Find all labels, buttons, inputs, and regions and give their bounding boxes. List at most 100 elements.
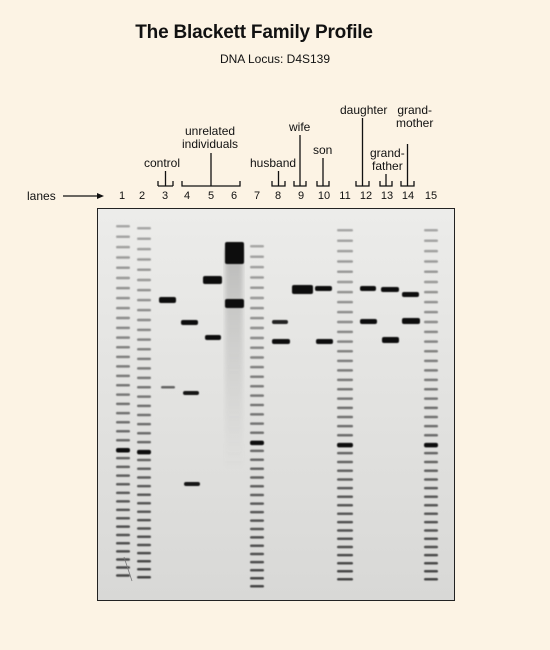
lane11-ladder-band xyxy=(337,478,353,481)
lane7-ladder-band xyxy=(250,296,264,300)
lane2-ladder-band xyxy=(137,467,151,470)
lane2-ladder-band xyxy=(137,576,151,579)
lane11-ladder-band xyxy=(337,330,353,334)
lane15-ladder-band xyxy=(424,520,438,524)
lane2-ladder-band xyxy=(137,268,151,272)
lane15-ladder-band xyxy=(424,478,438,481)
lane9-band xyxy=(292,285,313,294)
lane11-ladder-band xyxy=(337,512,353,515)
lane11-ladder-band xyxy=(337,504,353,507)
bracket-control xyxy=(157,171,174,187)
lane1-ladder-band xyxy=(116,235,130,238)
lane7-ladder-band xyxy=(250,431,264,434)
lane1-ladder-band xyxy=(116,420,130,424)
lane7-ladder-band xyxy=(250,536,264,539)
lane11-ladder-band xyxy=(337,378,353,382)
lane-number-8: 8 xyxy=(274,190,282,202)
label-grandmother-line1: grand- xyxy=(397,103,433,117)
lane11-ladder-band xyxy=(337,529,353,532)
label-unrelated-line1: unrelated xyxy=(185,124,236,138)
lane7-ladder-band xyxy=(250,286,264,290)
lane2-ladder-band xyxy=(137,458,151,462)
lane15-ladder-band xyxy=(424,280,438,284)
lane7-ladder-band xyxy=(250,519,264,522)
lane1-ladder-band xyxy=(116,393,130,396)
lane7-ladder-band xyxy=(250,510,264,514)
lane8-band xyxy=(272,339,290,344)
lane4-band xyxy=(181,320,198,325)
lane7-ladder-band xyxy=(250,552,264,556)
lane2-ladder-band xyxy=(137,431,151,435)
bracket-grandfather xyxy=(379,174,393,187)
bracket-daughter xyxy=(355,118,370,187)
lanes-arrowhead xyxy=(97,193,104,199)
lane1-ladder-band xyxy=(116,336,130,339)
lane15-ladder-band xyxy=(424,504,438,507)
lane1-ladder-band xyxy=(116,346,130,349)
lane7-ladder-band xyxy=(250,568,264,572)
lane10-band xyxy=(316,339,333,344)
lane15-ladder-band xyxy=(424,378,438,382)
lane1-ladder-band xyxy=(116,266,130,270)
lane6-band xyxy=(225,299,244,308)
lane1-ladder-band xyxy=(116,374,130,378)
lane15-ladder-band xyxy=(424,397,438,400)
lane2-ladder-band xyxy=(137,493,151,496)
lane1-ladder-band xyxy=(116,355,130,359)
gel-scratch xyxy=(123,556,133,582)
lane1-ladder-band xyxy=(116,430,130,433)
lane2-ladder-band xyxy=(137,535,151,539)
lane2-ladder-band xyxy=(137,543,151,547)
lane11-ladder-band xyxy=(337,424,353,428)
lane13-band xyxy=(382,337,399,343)
lane15-ladder-band xyxy=(424,320,438,324)
lane15-ladder-band xyxy=(424,310,438,314)
lane2-ladder-band xyxy=(137,510,151,513)
lane11-ladder-band xyxy=(337,545,353,549)
lane15-ladder-band xyxy=(424,545,438,549)
lane-number-14: 14 xyxy=(401,190,415,202)
lane11-ladder-band xyxy=(337,578,353,581)
lane1-ladder-band xyxy=(116,384,130,387)
lane15-ladder-band xyxy=(424,239,438,242)
lane15-ladder-band xyxy=(424,512,438,515)
lane15-ladder-band xyxy=(424,553,438,557)
lane2-ladder-band xyxy=(137,551,151,555)
lane11-ladder-band xyxy=(337,310,353,314)
lane15-ladder-band xyxy=(424,290,438,294)
bracket-son xyxy=(316,158,330,187)
lane15-ladder-band xyxy=(424,229,438,232)
lane2-ladder-band xyxy=(137,237,151,240)
lane11-ladder-band xyxy=(337,537,353,541)
lane1-ladder-band xyxy=(116,491,130,495)
lane1-ladder-band xyxy=(116,508,130,512)
lane7-ladder-band xyxy=(250,585,264,588)
lane7-ladder-band xyxy=(250,326,264,330)
lane1-ladder-band xyxy=(116,439,130,442)
lane7-ladder-band xyxy=(250,365,264,369)
lane7-ladder-band xyxy=(250,502,264,505)
gel-bands xyxy=(98,209,454,600)
lane11-ladder-band xyxy=(337,320,353,324)
lane15-ladder-band xyxy=(424,330,438,334)
lane7-ladder-band xyxy=(250,276,264,279)
lane15-ladder-band xyxy=(424,529,438,532)
lane11-ladder-band xyxy=(337,239,353,242)
lane7-ladder-band xyxy=(250,316,264,320)
lane11-ladder-band xyxy=(337,561,353,565)
lane11-ladder-band xyxy=(337,442,353,448)
lane2-ladder-band xyxy=(137,386,151,389)
lane1-ladder-band xyxy=(116,326,130,330)
lane14-band xyxy=(402,318,420,324)
lane2-ladder-band xyxy=(137,367,151,370)
lane12-band xyxy=(360,319,377,324)
lane11-ladder-band xyxy=(337,350,353,353)
lane1-ladder-band xyxy=(116,402,130,406)
lane7-ladder-band xyxy=(250,493,264,497)
label-unrelated: unrelated individuals xyxy=(182,125,238,151)
gel-background xyxy=(98,209,454,600)
lane1-ladder-band xyxy=(116,296,130,300)
lane7-ladder-band xyxy=(250,245,264,248)
lane7-ladder-band xyxy=(250,306,264,310)
lane7-ladder-band xyxy=(250,422,264,425)
